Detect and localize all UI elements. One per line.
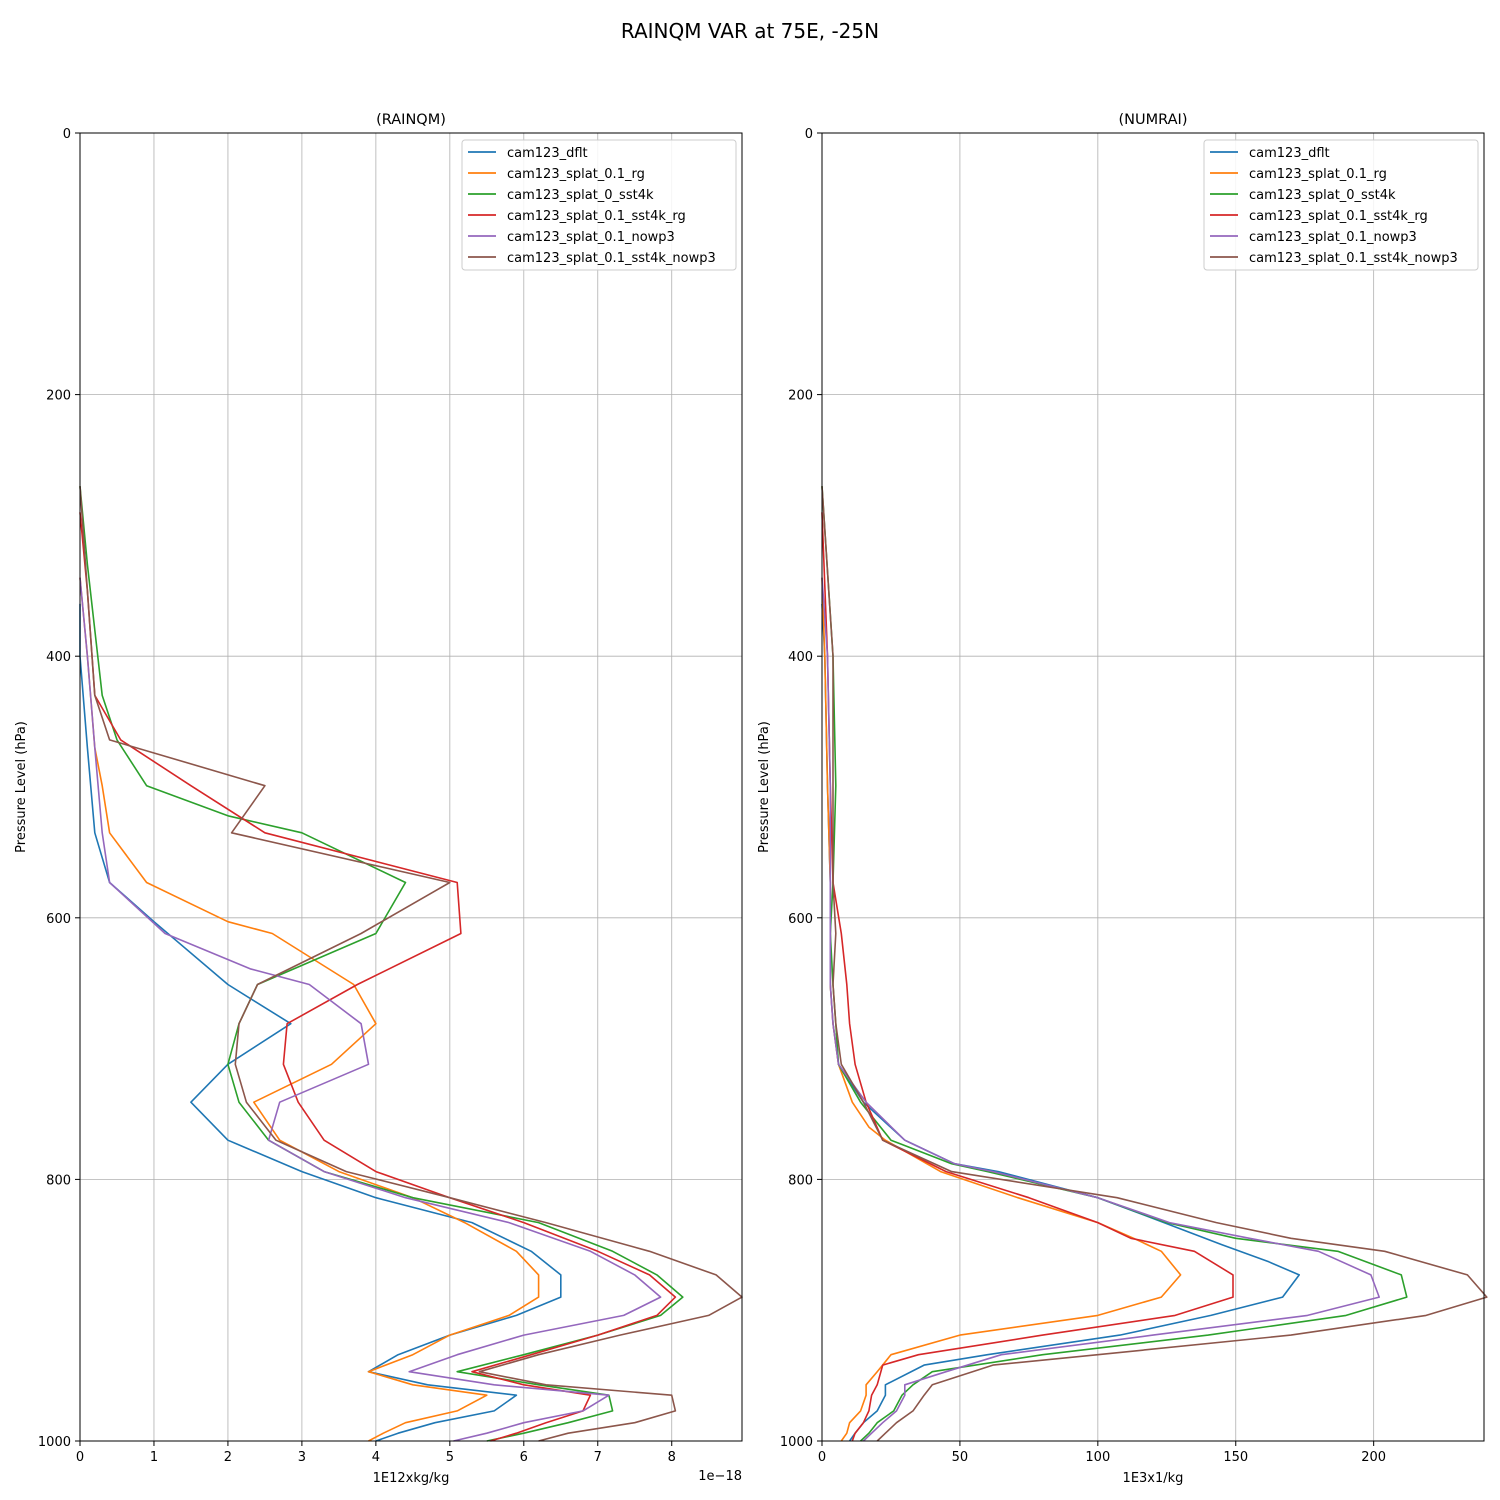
legend-label: cam123_splat_0.1_rg [1249,167,1387,182]
legend-label: cam123_splat_0.1_sst4k_nowp3 [1249,251,1458,266]
x-tick-label: 50 [952,1450,969,1465]
series-line-cam123_splat_0.1_nowp3 [821,577,1380,1442]
x-tick-label: 8 [668,1450,676,1465]
series-line-cam123_splat_0_sst4k [79,486,684,1442]
legend-numrai: cam123_dflt cam123_splat_0.1_rg cam123_spl… [1203,139,1479,271]
legend-label: cam123_dflt [1249,146,1330,161]
y-tick-label: 200 [46,389,71,404]
panel-title-numrai: (NUMRAI) [1119,112,1188,128]
axes-frame-numrai [821,132,1485,1442]
y-tick-label: 400 [46,650,71,665]
series-line-cam123_splat_0_sst4k [821,486,1408,1442]
x-tick-label: 6 [520,1450,528,1465]
x-tick-label: 2 [224,1450,232,1465]
series-numrai [821,486,1488,1442]
legend-label: cam123_splat_0.1_nowp3 [1249,230,1417,245]
series-line-cam123_splat_0.1_sst4k_rg [821,512,1234,1442]
y-tick-label: 0 [805,127,813,142]
series-line-cam123_splat_0.1_sst4k_nowp3 [79,486,743,1442]
panel-rainqm: 0 1 2 3 4 5 6 7 8 0 200 400 600 800 1000 (RAINQM) 1E12… [14,112,743,1486]
y-tick-label: 1000 [38,1435,71,1450]
y-tick-label: 0 [63,127,71,142]
panel-numrai: 0 50 100 150 200 0 200 400 600 800 1000 (NUMRAI) 1… [757,112,1488,1486]
y-tick-label: 600 [46,912,71,927]
ticks-numrai: 0 50 100 150 200 0 200 400 600 800 1000 [780,127,1386,1465]
x-tick-label: 100 [1085,1450,1110,1465]
legend-label: cam123_splat_0.1_sst4k_nowp3 [507,251,716,266]
series-line-cam123_splat_0.1_sst4k_nowp3 [821,486,1488,1442]
legend-label: cam123_splat_0.1_sst4k_rg [507,209,686,224]
series-rainqm [79,486,743,1442]
x-tick-label: 3 [298,1450,306,1465]
x-tick-label: 4 [372,1450,380,1465]
x-axis-label-numrai: 1E3x1/kg [1123,1471,1184,1486]
y-tick-label: 600 [788,912,813,927]
y-axis-label-rainqm: Pressure Level (hPa) [14,721,29,853]
x-tick-label: 200 [1361,1450,1386,1465]
x-tick-label: 0 [76,1450,84,1465]
series-line-cam123_splat_0.1_nowp3 [79,577,662,1442]
legend-label: cam123_splat_0_sst4k [1249,188,1396,203]
x-tick-label: 150 [1223,1450,1248,1465]
legend-label: cam123_splat_0.1_rg [507,167,645,182]
y-tick-label: 400 [788,650,813,665]
x-tick-label: 7 [594,1450,602,1465]
y-tick-label: 1000 [780,1435,813,1450]
x-tick-label: 5 [446,1450,454,1465]
y-tick-label: 800 [788,1173,813,1188]
legend-label: cam123_splat_0_sst4k [507,188,654,203]
y-axis-label-numrai: Pressure Level (hPa) [757,721,772,853]
x-tick-label: 0 [818,1450,826,1465]
figure-suptitle: RAINQM VAR at 75E, -25N [621,19,879,43]
x-axis-label-rainqm: 1E12xkg/kg [373,1471,450,1486]
legend-label: cam123_splat_0.1_nowp3 [507,230,675,245]
axes-frame-rainqm [79,132,743,1442]
panel-title-rainqm: (RAINQM) [376,112,446,128]
ticks-rainqm: 0 1 2 3 4 5 6 7 8 0 200 400 600 800 1000 [38,127,676,1465]
y-tick-label: 800 [46,1173,71,1188]
x-tick-label: 1 [150,1450,158,1465]
y-tick-label: 200 [788,389,813,404]
x-offset-text-rainqm: 1e−18 [698,1469,742,1484]
legend-label: cam123_dflt [507,146,588,161]
legend-label: cam123_splat_0.1_sst4k_rg [1249,209,1428,224]
legend-rainqm: cam123_dflt cam123_splat_0.1_rg cam123_spl… [461,139,737,271]
